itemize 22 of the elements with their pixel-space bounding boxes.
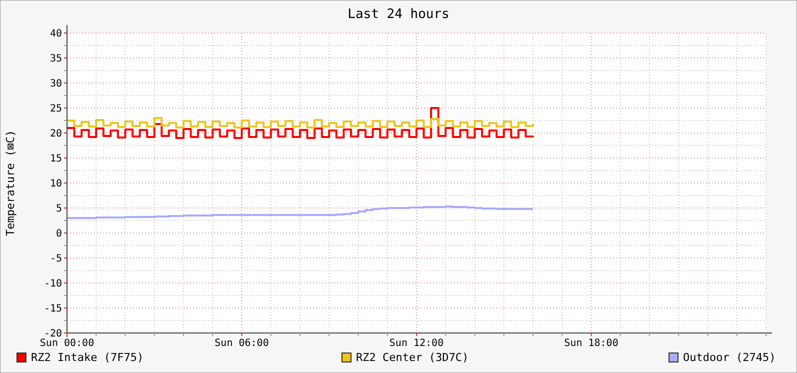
- y-tick-label: -15: [44, 304, 62, 314]
- y-tick-label: 25: [50, 104, 62, 114]
- legend-label: Outdoor (2745): [683, 351, 776, 364]
- x-tick-label: Sun 12:00: [389, 338, 444, 349]
- y-tick-label: 5: [56, 204, 62, 214]
- y-tick-label: 35: [50, 54, 62, 64]
- y-tick-label: 10: [50, 178, 62, 190]
- y-tick-label: -10: [44, 278, 62, 290]
- y-tick-label: -20: [44, 328, 62, 340]
- y-tick-label: -5: [50, 254, 62, 264]
- x-tick-label: Sun 18:00: [564, 338, 618, 349]
- y-tick-label: 40: [50, 28, 62, 40]
- y-tick-label: 30: [50, 78, 62, 90]
- y-axis-title: Temperature (⊠C): [4, 130, 17, 236]
- y-tick-label: 15: [50, 154, 62, 164]
- legend-label: RZ2 Center (3D7C): [356, 351, 469, 364]
- x-tick-label: Sun 00:00: [40, 338, 94, 349]
- x-tick-label: Sun 06:00: [214, 338, 269, 349]
- y-tick-label: 20: [50, 128, 62, 140]
- chart-title: Last 24 hours: [348, 7, 450, 22]
- legend-label: RZ2 Intake (7F75): [31, 351, 144, 364]
- y-tick-label: 0: [56, 228, 62, 240]
